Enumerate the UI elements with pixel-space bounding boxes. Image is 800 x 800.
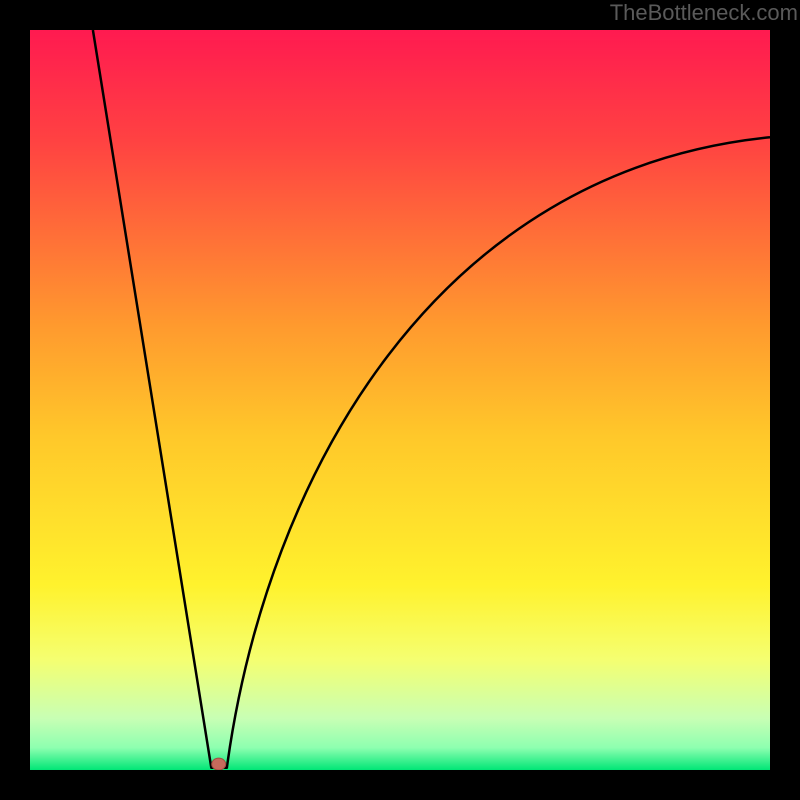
optimal-point-marker <box>212 758 226 770</box>
gradient-background <box>30 30 770 770</box>
plot-svg <box>30 30 770 770</box>
chart-container: TheBottleneck.com <box>0 0 800 800</box>
plot-area <box>30 30 770 770</box>
watermark-text: TheBottleneck.com <box>610 0 798 26</box>
